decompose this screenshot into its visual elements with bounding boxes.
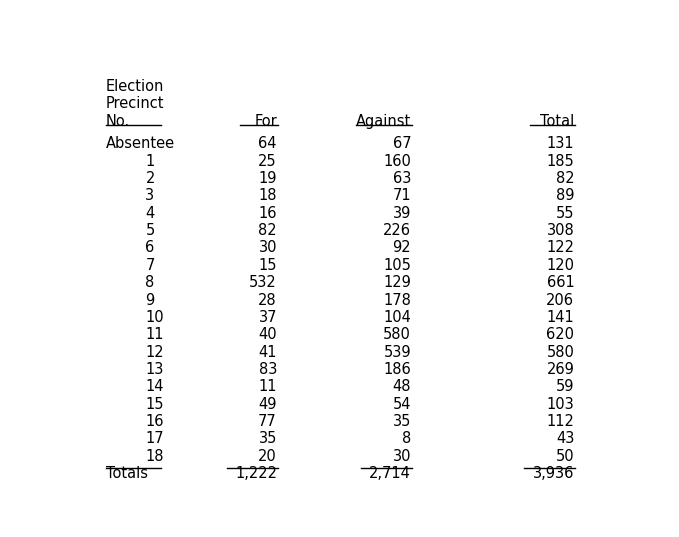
- Text: 71: 71: [392, 188, 411, 204]
- Text: 104: 104: [383, 310, 411, 325]
- Text: Absentee: Absentee: [106, 136, 175, 151]
- Text: 82: 82: [258, 223, 277, 238]
- Text: 41: 41: [259, 345, 277, 360]
- Text: 120: 120: [547, 258, 574, 273]
- Text: 3,936: 3,936: [533, 466, 574, 481]
- Text: 9: 9: [145, 293, 155, 308]
- Text: 6: 6: [145, 241, 155, 256]
- Text: 308: 308: [547, 223, 574, 238]
- Text: 4: 4: [145, 206, 155, 221]
- Text: 105: 105: [383, 258, 411, 273]
- Text: 661: 661: [547, 275, 574, 290]
- Text: 82: 82: [555, 171, 574, 186]
- Text: Against: Against: [356, 114, 411, 129]
- Text: 18: 18: [259, 188, 277, 204]
- Text: 67: 67: [392, 136, 411, 151]
- Text: 18: 18: [145, 449, 164, 464]
- Text: 40: 40: [258, 327, 277, 342]
- Text: 30: 30: [259, 241, 277, 256]
- Text: 39: 39: [392, 206, 411, 221]
- Text: 37: 37: [259, 310, 277, 325]
- Text: 15: 15: [145, 397, 164, 412]
- Text: 49: 49: [259, 397, 277, 412]
- Text: 30: 30: [392, 449, 411, 464]
- Text: 83: 83: [259, 362, 277, 377]
- Text: 186: 186: [384, 362, 411, 377]
- Text: 50: 50: [555, 449, 574, 464]
- Text: 12: 12: [145, 345, 164, 360]
- Text: 55: 55: [556, 206, 574, 221]
- Text: 580: 580: [547, 345, 574, 360]
- Text: 206: 206: [547, 293, 574, 308]
- Text: 15: 15: [259, 258, 277, 273]
- Text: 1: 1: [145, 154, 155, 169]
- Text: 580: 580: [383, 327, 411, 342]
- Text: 43: 43: [556, 431, 574, 446]
- Text: 1,222: 1,222: [235, 466, 277, 481]
- Text: 89: 89: [556, 188, 574, 204]
- Text: 11: 11: [259, 379, 277, 394]
- Text: 178: 178: [383, 293, 411, 308]
- Text: 59: 59: [556, 379, 574, 394]
- Text: 64: 64: [259, 136, 277, 151]
- Text: 103: 103: [547, 397, 574, 412]
- Text: 19: 19: [259, 171, 277, 186]
- Text: No.: No.: [106, 114, 130, 129]
- Text: 5: 5: [145, 223, 155, 238]
- Text: 269: 269: [547, 362, 574, 377]
- Text: 2,714: 2,714: [369, 466, 411, 481]
- Text: 112: 112: [547, 414, 574, 429]
- Text: 3: 3: [145, 188, 155, 204]
- Text: 16: 16: [259, 206, 277, 221]
- Text: 63: 63: [392, 171, 411, 186]
- Text: 13: 13: [145, 362, 164, 377]
- Text: 35: 35: [392, 414, 411, 429]
- Text: 77: 77: [258, 414, 277, 429]
- Text: 122: 122: [547, 241, 574, 256]
- Text: 185: 185: [547, 154, 574, 169]
- Text: 620: 620: [547, 327, 574, 342]
- Text: 539: 539: [384, 345, 411, 360]
- Text: 11: 11: [145, 327, 164, 342]
- Text: 54: 54: [392, 397, 411, 412]
- Text: 92: 92: [392, 241, 411, 256]
- Text: 131: 131: [547, 136, 574, 151]
- Text: 14: 14: [145, 379, 164, 394]
- Text: 8: 8: [402, 431, 411, 446]
- Text: 7: 7: [145, 258, 155, 273]
- Text: Election: Election: [106, 79, 164, 94]
- Text: 48: 48: [392, 379, 411, 394]
- Text: 10: 10: [145, 310, 164, 325]
- Text: For: For: [254, 114, 277, 129]
- Text: Precinct: Precinct: [106, 96, 164, 111]
- Text: 2: 2: [145, 171, 155, 186]
- Text: 141: 141: [547, 310, 574, 325]
- Text: 160: 160: [383, 154, 411, 169]
- Text: 17: 17: [145, 431, 164, 446]
- Text: Totals: Totals: [106, 466, 148, 481]
- Text: 25: 25: [258, 154, 277, 169]
- Text: 20: 20: [258, 449, 277, 464]
- Text: 532: 532: [249, 275, 277, 290]
- Text: Total: Total: [540, 114, 574, 129]
- Text: 35: 35: [259, 431, 277, 446]
- Text: 129: 129: [383, 275, 411, 290]
- Text: 16: 16: [145, 414, 164, 429]
- Text: 8: 8: [145, 275, 155, 290]
- Text: 226: 226: [383, 223, 411, 238]
- Text: 28: 28: [258, 293, 277, 308]
